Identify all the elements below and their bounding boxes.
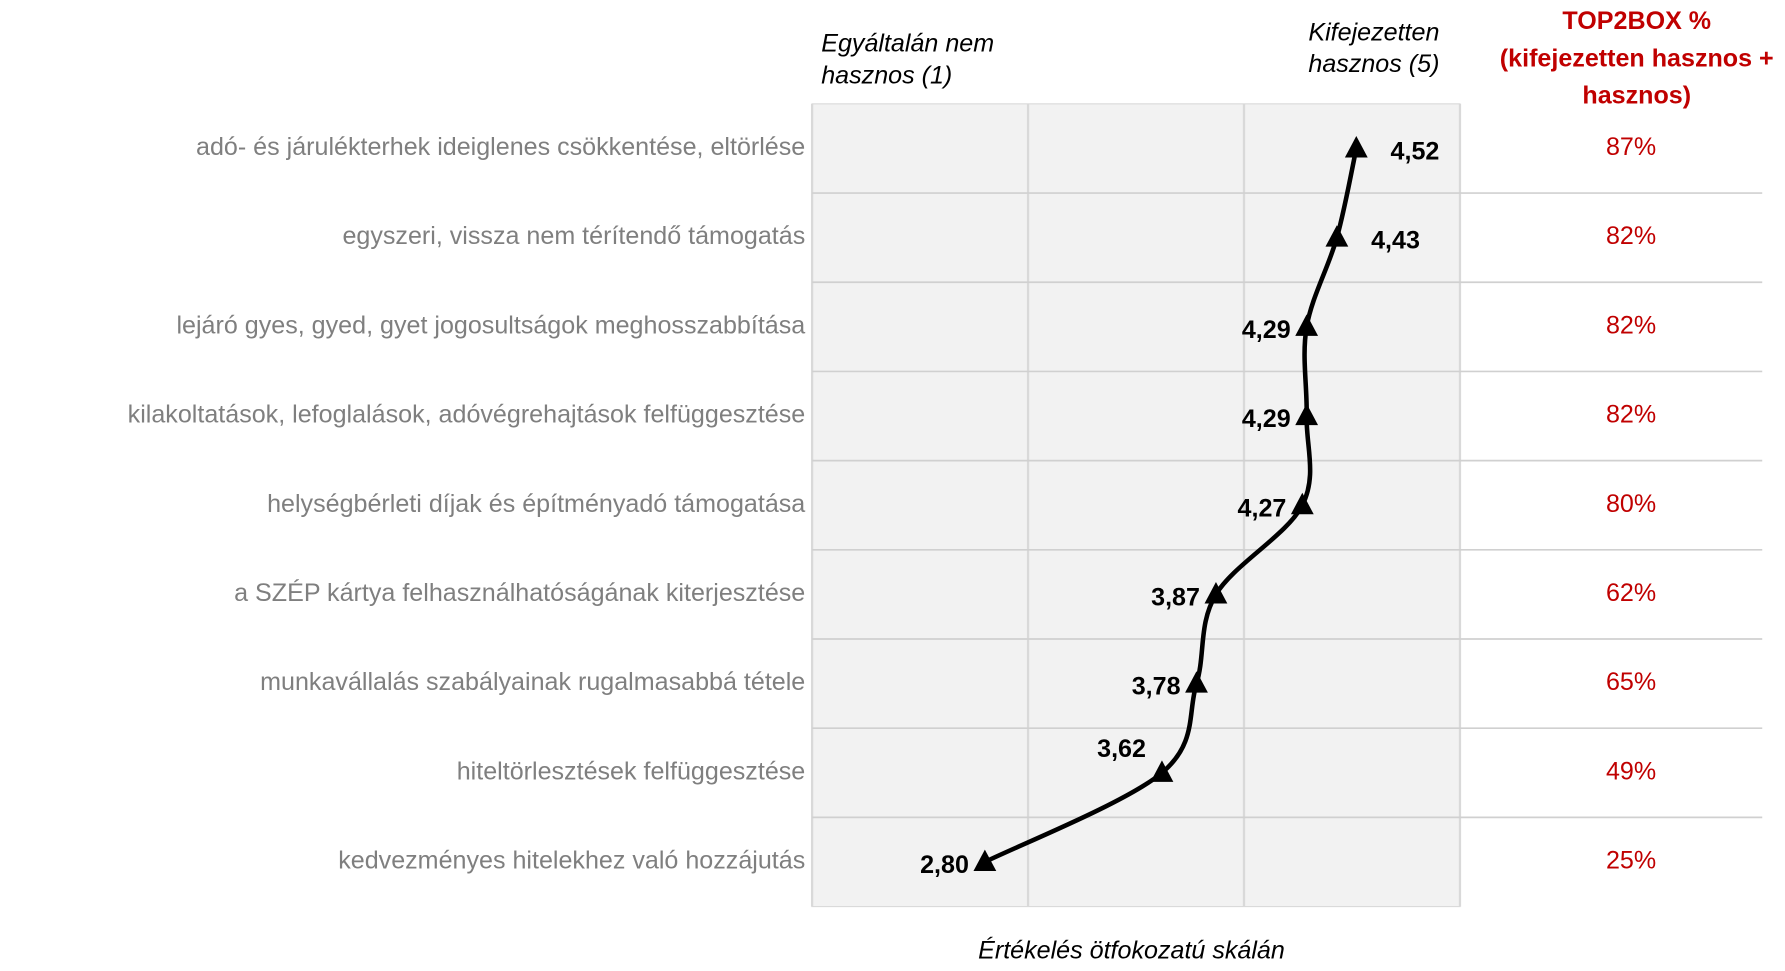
category-label: kedvezményes hitelekhez való hozzájutás [338, 847, 805, 875]
top2box-value: 87% [1606, 133, 1656, 161]
top2box-header: hasznos) [1582, 82, 1691, 110]
marker [1204, 581, 1228, 604]
data-label: 3,87 [1151, 584, 1200, 612]
marker [1185, 671, 1208, 693]
x-axis-label: Értékelés ötfokozatú skálán [978, 935, 1285, 964]
top2box-value: 80% [1606, 490, 1656, 518]
data-label: 3,78 [1132, 673, 1181, 701]
top2box-value: 49% [1606, 757, 1656, 785]
top2box-value: 65% [1606, 668, 1656, 696]
top2box-value: 82% [1606, 312, 1656, 340]
category-label: helységbérleti díjak és építményadó támo… [267, 490, 805, 518]
top2box-value: 62% [1606, 579, 1656, 607]
category-label: egyszeri, vissza nem térítendő támogatás [342, 222, 805, 250]
data-label: 4,29 [1242, 405, 1291, 433]
marker [1295, 314, 1319, 336]
top2box-value: 25% [1606, 847, 1656, 875]
data-label: 4,29 [1242, 316, 1291, 344]
data-label: 3,62 [1097, 735, 1146, 763]
marker [973, 849, 997, 872]
top2box-value: 82% [1606, 401, 1656, 429]
plot-background [811, 103, 1461, 908]
marker [1150, 760, 1174, 782]
top2box-header: (kifejezetten hasznos + [1500, 45, 1774, 73]
marker [1290, 492, 1314, 515]
category-label: kilakoltatások, lefoglalások, adóvégreha… [128, 401, 806, 429]
category-label: adó- és járulékterhek ideiglenes csökken… [196, 133, 805, 161]
category-label: lejáró gyes, gyed, gyet jogosultságok me… [176, 312, 805, 340]
data-label: 2,80 [920, 851, 969, 879]
marker [1325, 225, 1349, 247]
category-label: a SZÉP kártya felhasználhatóságának kite… [234, 578, 805, 607]
top2box-header: TOP2BOX % [1562, 7, 1711, 35]
marker [1295, 403, 1319, 426]
annotation: hasznos (1) [821, 61, 952, 89]
annotation: Kifejezetten [1308, 19, 1439, 47]
data-label: 4,52 [1391, 138, 1440, 166]
annotation: hasznos (5) [1308, 50, 1439, 78]
annotation: Egyáltalán nem [821, 30, 994, 58]
category-label: munkavállalás szabályainak rugalmasabbá … [260, 668, 805, 696]
data-label: 4,27 [1238, 494, 1287, 522]
data-label: 4,43 [1371, 227, 1420, 255]
category-label: hiteltörlesztések felfüggesztése [457, 757, 806, 785]
marker [1344, 136, 1368, 158]
chart-body: adó- és járulékterhek ideiglenes csökken… [128, 7, 1774, 964]
top2box-value: 82% [1606, 222, 1656, 250]
